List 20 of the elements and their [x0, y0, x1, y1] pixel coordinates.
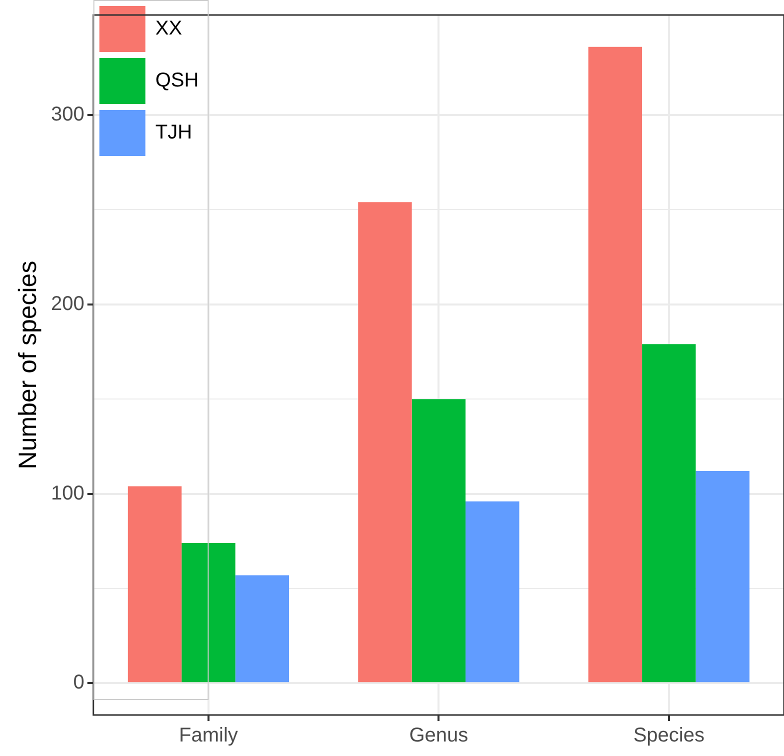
- bar: [235, 575, 290, 682]
- bar: [358, 202, 412, 682]
- y-tick-label: 300: [50, 104, 84, 126]
- x-tick-label: Family: [179, 724, 238, 747]
- legend-label: TJH: [155, 122, 192, 144]
- bar: [128, 486, 182, 682]
- y-tick-label: 200: [50, 292, 84, 315]
- legend-label: XX: [155, 18, 182, 40]
- y-axis-title: Number of species: [14, 260, 42, 470]
- bar: [466, 501, 520, 682]
- bar: [182, 543, 236, 682]
- bar: [588, 46, 642, 682]
- bar: [696, 471, 750, 682]
- x-tick-label: Species: [633, 724, 704, 747]
- bar: [642, 344, 696, 682]
- y-tick-label: 0: [73, 672, 84, 694]
- bar: [412, 399, 466, 682]
- y-tick-label: 100: [50, 482, 84, 504]
- x-tick-label: Genus: [409, 724, 468, 747]
- legend-label: QSH: [155, 70, 199, 92]
